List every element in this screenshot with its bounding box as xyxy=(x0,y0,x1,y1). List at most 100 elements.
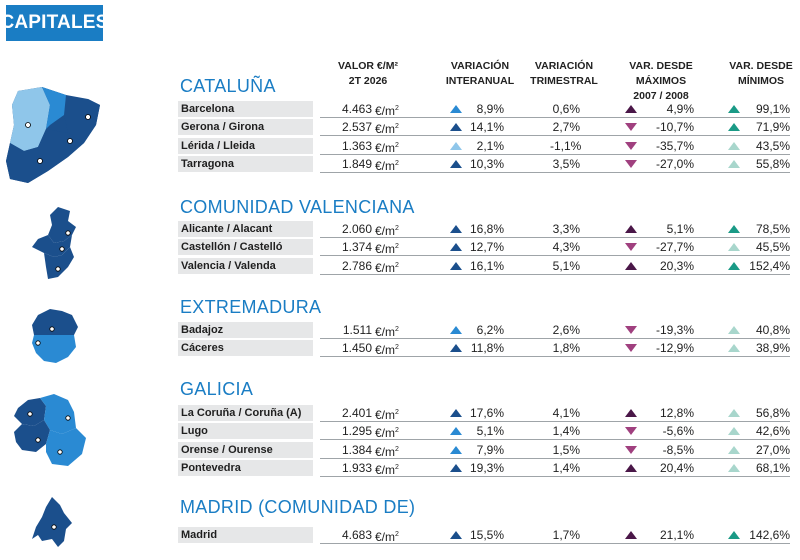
minimos-trend-icon xyxy=(728,427,740,435)
city-name: Badajoz xyxy=(178,322,313,338)
unit-text: €/m xyxy=(375,530,396,544)
price-unit: €/m2 xyxy=(375,221,399,239)
minimos-trend-icon xyxy=(728,225,740,233)
maximos-trend-icon xyxy=(625,142,637,150)
price-value: 1.511 xyxy=(342,323,372,337)
unit-superscript: 2 xyxy=(395,531,399,538)
region-title: MADRID (COMUNIDAD DE) xyxy=(180,497,416,517)
unit-text: €/m xyxy=(375,426,396,440)
trimestral-value: 3,5% xyxy=(552,157,580,171)
interanual-value: 6,2% xyxy=(476,323,504,337)
unit-superscript: 2 xyxy=(395,142,399,149)
price-unit: €/m2 xyxy=(375,119,399,137)
unit-text: €/m xyxy=(375,224,396,238)
price-value: 2.060 xyxy=(341,222,372,236)
interanual-trend-icon xyxy=(450,105,462,113)
city-name: Valencia / Valenda xyxy=(178,258,313,274)
interanual-value: 14,1% xyxy=(469,120,504,134)
row-divider xyxy=(320,237,790,238)
minimos-value: 55,8% xyxy=(755,157,790,171)
header-trimestral-line1: VARIACIÓN xyxy=(534,60,594,72)
price-unit: €/m2 xyxy=(375,239,399,257)
header-valor: VALOR €/M² 2T 2026 xyxy=(328,59,408,89)
row-divider xyxy=(320,117,790,118)
table-row: Gerona / Girona 2.537 €/m2 14,1% 2,7% -10,7% 7… xyxy=(178,119,790,136)
city-name: Tarragona xyxy=(178,156,313,172)
unit-superscript: 2 xyxy=(395,105,399,112)
valencia-map-icon xyxy=(32,207,76,279)
interanual-value: 19,3% xyxy=(469,461,504,475)
unit-text: €/m xyxy=(375,141,396,155)
table-row: Valencia / Valenda 2.786 €/m2 16,1% 5,1% 20,3… xyxy=(178,258,790,275)
maximos-value: -12,9% xyxy=(655,341,694,355)
table-row: Pontevedra 1.933 €/m2 19,3% 1,4% 20,4% 68,1% xyxy=(178,460,790,477)
trimestral-value: 1,4% xyxy=(552,424,580,438)
city-name: La Coruña / Coruña (A) xyxy=(178,405,313,421)
unit-superscript: 2 xyxy=(395,344,399,351)
minimos-value: 56,8% xyxy=(755,406,790,420)
header-minimos-line2: MÍNIMOS xyxy=(737,75,785,87)
interanual-trend-icon xyxy=(450,326,462,334)
minimos-trend-icon xyxy=(728,243,740,251)
row-divider xyxy=(320,458,790,459)
price-value: 2.786 xyxy=(341,259,372,273)
price-unit: €/m2 xyxy=(375,405,399,423)
table-row: Castellón / Castelló 1.374 €/m2 12,7% 4,3% -2… xyxy=(178,239,790,256)
minimos-value: 68,1% xyxy=(755,461,790,475)
cataluna-map-icon xyxy=(6,87,100,183)
unit-superscript: 2 xyxy=(395,262,399,269)
table-row: Orense / Ourense 1.384 €/m2 7,9% 1,5% -8,5% 27… xyxy=(178,442,790,459)
price-value: 1.295 xyxy=(341,424,372,438)
price-value: 1.450 xyxy=(341,341,372,355)
interanual-value: 10,3% xyxy=(469,157,504,171)
maximos-trend-icon xyxy=(625,123,637,131)
maximos-value: -8,5% xyxy=(662,443,694,457)
unit-text: €/m xyxy=(375,408,396,422)
table-row: Alicante / Alacant 2.060 €/m2 16,8% 3,3% 5,1%… xyxy=(178,221,790,238)
price-unit: €/m2 xyxy=(375,156,399,174)
unit-text: €/m xyxy=(375,325,396,339)
interanual-value: 15,5% xyxy=(469,528,504,542)
maximos-trend-icon xyxy=(625,531,637,539)
trimestral-value: 4,1% xyxy=(552,406,580,420)
interanual-trend-icon xyxy=(450,123,462,131)
minimos-trend-icon xyxy=(728,105,740,113)
minimos-value: 71,9% xyxy=(755,120,790,134)
minimos-value: 38,9% xyxy=(755,341,790,355)
minimos-trend-icon xyxy=(728,123,740,131)
maximos-trend-icon xyxy=(625,243,637,251)
extremadura-map-icon xyxy=(32,309,78,363)
unit-text: €/m xyxy=(375,343,396,357)
unit-superscript: 2 xyxy=(395,225,399,232)
section-badge: CAPITALES xyxy=(0,5,108,41)
header-minimos-line1: VAR. DESDE xyxy=(729,60,793,72)
madrid-map-icon xyxy=(32,497,72,547)
interanual-value: 12,7% xyxy=(469,240,504,254)
trimestral-value: 1,5% xyxy=(552,443,580,457)
city-name: Pontevedra xyxy=(178,460,313,476)
trimestral-value: 1,8% xyxy=(552,341,580,355)
row-divider xyxy=(320,356,790,357)
minimos-trend-icon xyxy=(728,160,740,168)
header-interanual-line1: VARIACIÓN xyxy=(450,60,510,72)
table-row: Cáceres 1.450 €/m2 11,8% 1,8% -12,9% 38,9% xyxy=(178,340,790,357)
city-name: Madrid xyxy=(178,527,313,543)
interanual-value: 7,9% xyxy=(476,443,504,457)
maximos-value: -10,7% xyxy=(655,120,694,134)
maximos-value: -19,3% xyxy=(655,323,694,337)
table-row: Madrid 4.683 €/m2 15,5% 1,7% 21,1% 142,6% xyxy=(178,527,790,544)
city-name: Barcelona xyxy=(178,101,313,117)
galicia-map-icon xyxy=(14,394,86,466)
minimos-trend-icon xyxy=(728,531,740,539)
price-value: 1.384 xyxy=(341,443,372,457)
interanual-trend-icon xyxy=(450,446,462,454)
trimestral-value: 4,3% xyxy=(552,240,580,254)
city-name: Castellón / Castelló xyxy=(178,239,313,255)
city-name: Lérida / Lleida xyxy=(178,138,313,154)
region-title: COMUNIDAD VALENCIANA xyxy=(180,197,415,217)
maximos-trend-icon xyxy=(625,409,637,417)
interanual-trend-icon xyxy=(450,344,462,352)
city-name: Alicante / Alacant xyxy=(178,221,313,237)
row-divider xyxy=(320,135,790,136)
unit-text: €/m xyxy=(375,122,396,136)
